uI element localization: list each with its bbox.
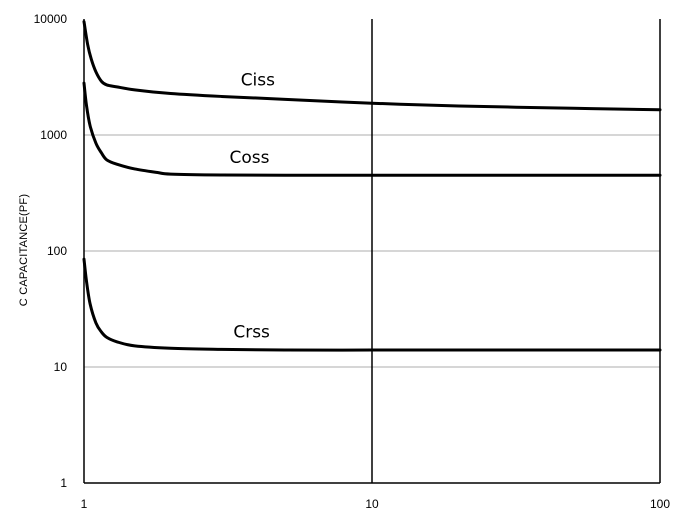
x-tick-label: 100 [650,497,670,511]
series-line-crss [82,257,662,352]
series-label-crss: Crss [233,322,270,342]
x-tick-labels: 1 10 100 [81,497,671,511]
x-tick-label: 10 [365,497,379,511]
series-line-coss [82,81,662,177]
y-tick-label: 10 [54,360,68,374]
series-labels: Ciss Coss Crss [229,70,275,342]
series-line-ciss [82,20,662,112]
y-tick-labels: 1 10 100 1000 10000 [34,12,68,490]
y-tick-label: 100 [47,244,67,258]
y-tick-label: 1000 [40,128,67,142]
series-label-ciss: Ciss [241,70,275,90]
y-tick-label: 1 [60,476,67,490]
y-tick-label: 10000 [34,12,68,26]
series-label-coss: Coss [229,148,269,168]
x-tick-label: 1 [81,497,88,511]
y-axis-label: C CAPACITANCE(PF) [18,194,30,306]
gridlines [84,19,660,483]
series-lines [82,20,662,352]
